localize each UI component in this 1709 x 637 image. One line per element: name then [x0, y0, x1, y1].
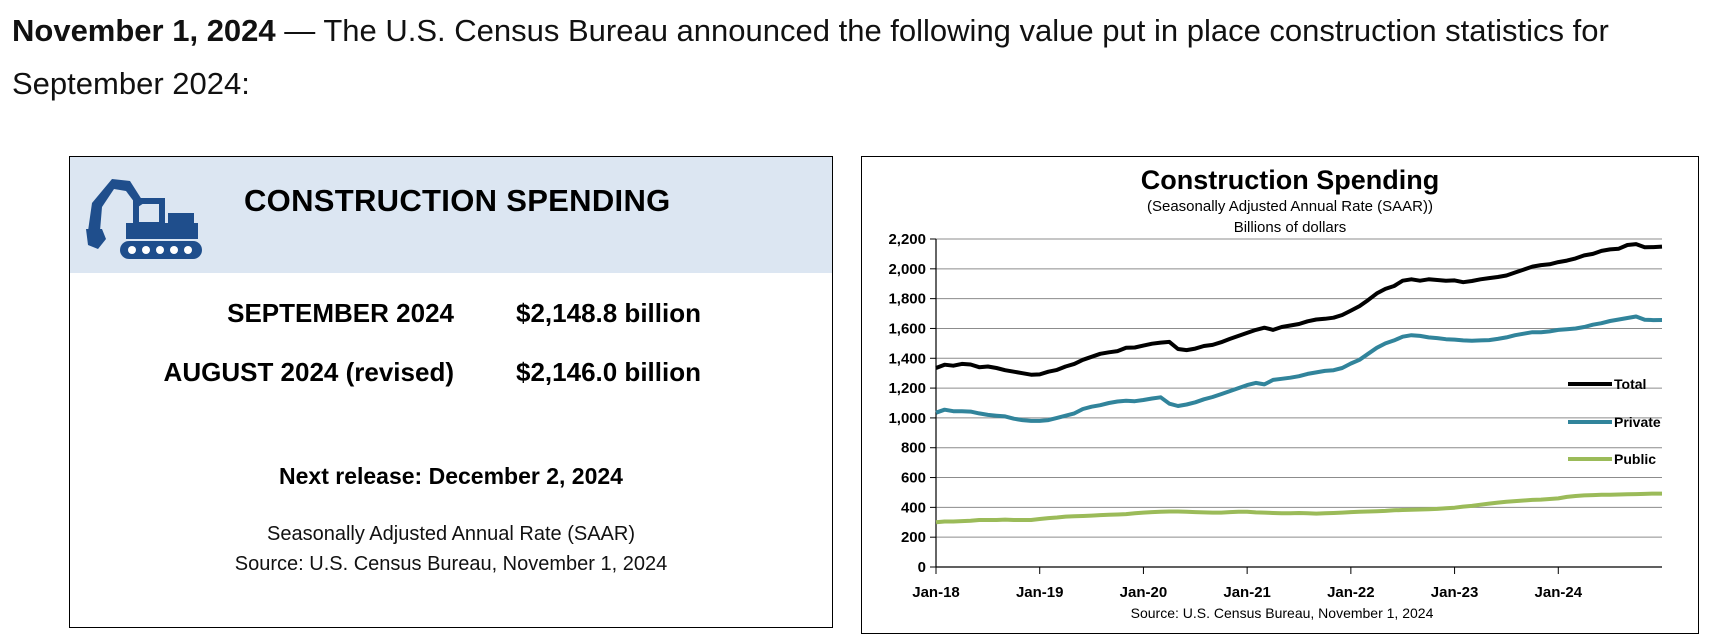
intro-date: November 1, 2024 — [12, 13, 276, 48]
x-tick-label: Jan-19 — [1016, 584, 1064, 601]
y-tick-label: 1,800 — [888, 291, 926, 308]
y-tick-label: 600 — [901, 470, 926, 487]
summary-panel: CONSTRUCTION SPENDING SEPTEMBER 2024 $2,… — [69, 156, 833, 628]
prior-month-label: AUGUST 2024 (revised) — [163, 357, 454, 387]
intro-paragraph: November 1, 2024 — The U.S. Census Burea… — [12, 4, 1632, 110]
chart-gridlines — [936, 238, 1662, 538]
chart-subtitle: (Seasonally Adjusted Annual Rate (SAAR)) — [1147, 198, 1433, 215]
source-note: Source: U.S. Census Bureau, November 1, … — [234, 553, 668, 575]
summary-title: CONSTRUCTION SPENDING — [244, 183, 671, 218]
y-tick-label: 0 — [918, 559, 926, 576]
legend-label-public: Public — [1614, 451, 1656, 467]
y-tick-label: 1,200 — [888, 380, 926, 397]
y-tick-label: 1,600 — [888, 320, 926, 337]
y-tick-label: 800 — [901, 440, 926, 457]
series-line-private — [935, 314, 1663, 423]
excavator-icon — [86, 179, 202, 259]
x-tick-label: Jan-23 — [1431, 584, 1479, 601]
current-month-value: $2,148.8 billion — [516, 298, 701, 328]
y-axis: 0 200 400 600 800 1,000 1,200 1,400 1,600 1,800 2,… — [888, 231, 937, 576]
series-line-total — [935, 242, 1663, 377]
chart-source: Source: U.S. Census Bureau, November 1, … — [1131, 605, 1434, 621]
construction-spending-chart: Construction Spending (Seasonally Adjust… — [888, 165, 1663, 621]
legend-label-total: Total — [1614, 376, 1646, 392]
y-tick-label: 1,400 — [888, 350, 926, 367]
y-tick-label: 1,000 — [888, 410, 926, 427]
current-month-label: SEPTEMBER 2024 — [227, 298, 454, 328]
y-tick-label: 200 — [901, 529, 926, 546]
legend-label-private: Private — [1614, 414, 1661, 430]
x-tick-label: Jan-22 — [1327, 584, 1375, 601]
chart-legend: Total Private Public — [1568, 376, 1661, 467]
x-tick-label: Jan-21 — [1223, 584, 1271, 601]
x-tick-label: Jan-18 — [912, 584, 960, 601]
chart-series — [935, 242, 1663, 525]
y-tick-label: 2,000 — [888, 261, 926, 278]
saar-note: Seasonally Adjusted Annual Rate (SAAR) — [267, 523, 635, 545]
summary-header: CONSTRUCTION SPENDING — [70, 157, 832, 273]
chart-subtitle-units: Billions of dollars — [1234, 219, 1347, 236]
series-line-public — [935, 491, 1662, 525]
x-axis: Jan-18 Jan-19 Jan-20 Jan-21 Jan-22 Jan-23 Jan-… — [912, 566, 1662, 601]
next-release: Next release: December 2, 2024 — [279, 463, 623, 489]
chart-title: Construction Spending — [1141, 165, 1439, 195]
prior-month-value: $2,146.0 billion — [516, 357, 701, 387]
y-tick-label: 400 — [901, 499, 926, 516]
chart-panel: Construction Spending (Seasonally Adjust… — [861, 156, 1699, 634]
x-tick-label: Jan-24 — [1535, 584, 1583, 601]
intro-text: — The U.S. Census Bureau announced the f… — [12, 13, 1609, 101]
x-tick-label: Jan-20 — [1120, 584, 1168, 601]
y-tick-label: 2,200 — [888, 231, 926, 248]
